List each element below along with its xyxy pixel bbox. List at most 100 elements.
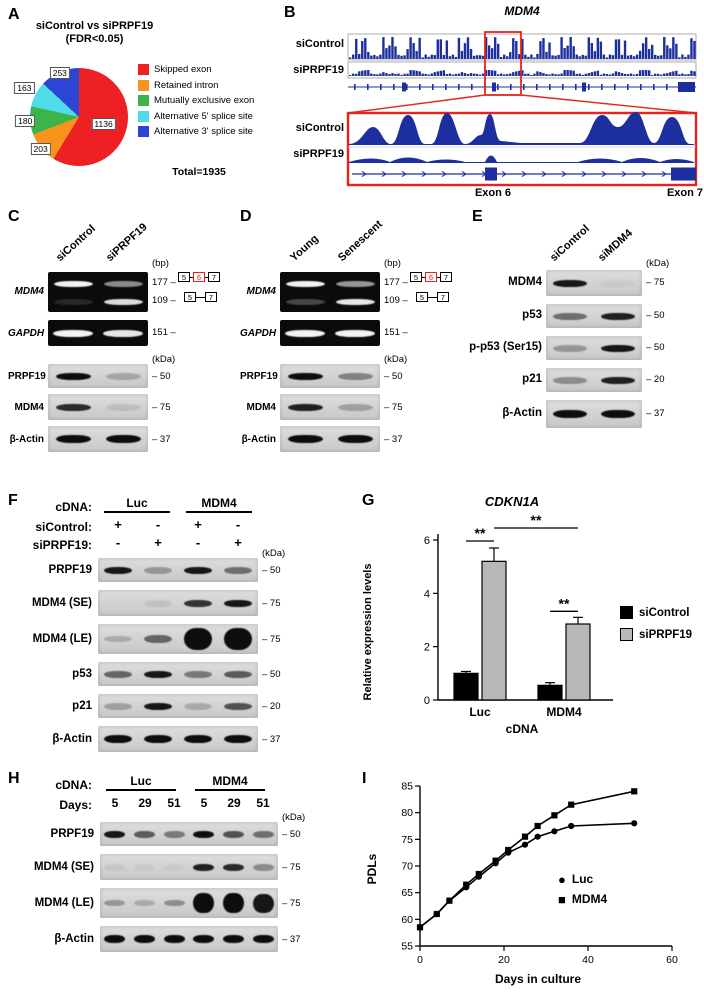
svg-text:4: 4 (424, 588, 430, 600)
kda-marker-75: – 75 (384, 402, 403, 413)
band (224, 702, 252, 710)
blot-actin (100, 926, 278, 952)
data-point (521, 833, 529, 840)
pie-title-line1: siControl vs siPRPF19 (35, 20, 154, 32)
kda-marker-50: – 50 (646, 310, 665, 321)
band (601, 279, 635, 287)
band (553, 312, 587, 320)
band (553, 410, 587, 418)
blot-label-mdm4: MDM4 (14, 402, 44, 413)
band (134, 830, 155, 838)
exon7-rect (671, 167, 696, 181)
blot-label-mdm4-le: MDM4 (LE) (32, 633, 92, 645)
blot-mdm4-le (98, 624, 258, 654)
track-label-siprpf19: siPRPF19 (293, 64, 344, 76)
svg-text:**: ** (475, 525, 486, 541)
panel-b: B MDM4 siControl siPRPF19 siControl siPR… (282, 4, 704, 204)
kda-marker-50b: – 50 (262, 669, 281, 680)
kda-marker-37: – 37 (152, 434, 171, 445)
pie-legend: Skipped exon Retained intron Mutually ex… (138, 64, 254, 142)
line-chart-xlabel: Days in culture (494, 972, 582, 986)
band (184, 670, 212, 678)
blot-label-prpf19: PRPF19 (50, 828, 94, 840)
data-point (416, 924, 424, 931)
panel-f-label: F (8, 492, 18, 509)
band (53, 330, 93, 338)
band (601, 312, 635, 320)
bar-siPRPF19-MDM4 (565, 623, 591, 701)
sicontrol-lane-3: + (194, 517, 202, 532)
kda-label: (kDa) (262, 548, 286, 559)
band (163, 830, 185, 838)
siprpf19-lane-2: + (154, 535, 162, 550)
svg-text:40: 40 (582, 954, 594, 966)
pie-total: Total=1935 (172, 166, 226, 178)
data-point (463, 881, 470, 888)
luc-marker-icon: ● (558, 871, 566, 887)
band (252, 830, 274, 838)
band (105, 403, 141, 411)
bar-chart-svg: 0 2 4 6 Luc MDM4 cDNA ** ** ** (424, 512, 613, 736)
blot-mdm4-le (100, 888, 278, 918)
band (252, 935, 274, 943)
band (144, 670, 172, 678)
kda-marker-50: – 50 (152, 371, 171, 382)
bar-siControl-MDM4 (537, 684, 563, 701)
band (193, 830, 215, 838)
kda-marker-50b: – 50 (646, 342, 665, 353)
gene-title: MDM4 (504, 4, 540, 18)
band (104, 702, 132, 710)
days-label: Days: (59, 798, 92, 812)
exon7-box: 7 (440, 272, 452, 282)
blot-label-prpf19: PRPF19 (240, 371, 278, 382)
panel-h-label: H (8, 770, 20, 787)
blot-actin (48, 426, 148, 452)
pie-value-4: 253 (49, 66, 70, 79)
pie-value-1: 203 (30, 142, 51, 155)
data-point (505, 846, 512, 854)
blot-mdm4 (48, 394, 148, 420)
blot-prpf19 (48, 364, 148, 388)
band (553, 376, 587, 384)
exon7-box: 7 (437, 292, 449, 302)
panel-d: D Young Senescent MDM4 (bp) 177 – 109 – … (240, 208, 472, 468)
exon5-box: 5 (416, 292, 428, 302)
gel-label-gapdh: GAPDH (8, 328, 45, 339)
svg-text:0: 0 (417, 954, 423, 966)
legend-swatch-red (138, 64, 149, 75)
legend-item-mdm4: ■ MDM4 (558, 891, 608, 907)
days-lane-2: 29 (138, 796, 152, 810)
band (285, 298, 325, 305)
blot-pp53 (546, 336, 642, 360)
band (105, 435, 141, 443)
pie-value-2: 180 (15, 114, 36, 127)
legend-swatch-siprpf19 (620, 628, 633, 641)
band (144, 735, 172, 743)
exon7-box: 7 (205, 292, 217, 302)
band (184, 702, 212, 710)
data-point (568, 822, 575, 830)
pie-value-0: 1136 (91, 117, 116, 130)
band (55, 435, 91, 443)
bar-siPRPF19-Luc (481, 560, 507, 701)
band (144, 635, 172, 643)
exon5-box: 5 (178, 272, 190, 282)
track-label-sicontrol: siControl (295, 38, 344, 50)
bp-marker-109: 109 – (384, 295, 408, 306)
band (144, 702, 172, 710)
band (105, 372, 141, 380)
band (134, 900, 155, 906)
svg-text:20: 20 (498, 954, 510, 966)
line-chart-legend: ● Luc ■ MDM4 (558, 872, 607, 912)
kda-label: (kDa) (646, 258, 670, 269)
bp-marker-177: 177 – (384, 277, 408, 288)
exon7-box: 7 (208, 272, 220, 282)
data-point (534, 833, 541, 840)
svg-text:Luc: Luc (469, 705, 491, 719)
svg-text:6: 6 (424, 535, 430, 547)
bp-label: (bp) (384, 258, 401, 269)
legend-swatch-cyan (138, 110, 149, 122)
data-point (551, 828, 558, 835)
band (337, 403, 373, 411)
exon5-box: 5 (184, 292, 196, 302)
